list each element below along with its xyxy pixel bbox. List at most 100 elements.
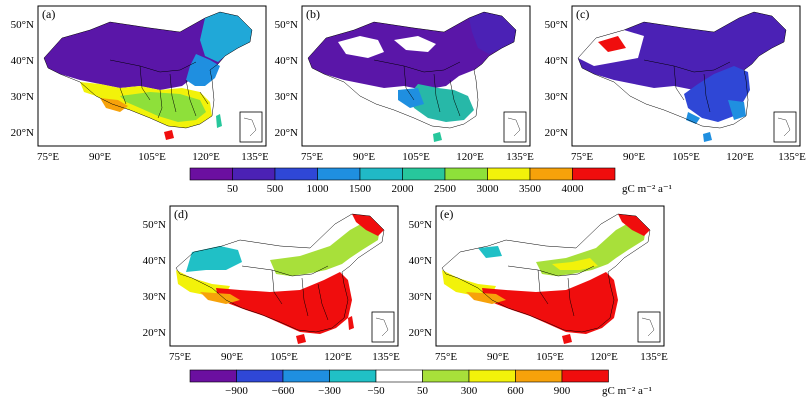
colorbar-top-svg: 50 500 1000 1500 2000 2500 3000 3500 4000 gC m⁻²… — [189, 167, 672, 195]
lat-tick-label: 30°N — [275, 91, 298, 103]
map-c: (c) 50°N 40°N 30°N 20°N 75°E 90°E 105°E … — [545, 5, 806, 163]
colorbar-tick-label: −50 — [367, 385, 385, 397]
lon-tick-label: 90°E — [89, 151, 111, 163]
colorbar-unit: gC m⁻² a⁻¹ — [602, 385, 652, 397]
colorbar-swatch — [572, 167, 616, 181]
map-d: (d) 50°N 40°N 30°N 20°N 75°E 90°E 105°E … — [143, 205, 400, 363]
lon-tick-label: 120°E — [726, 151, 754, 163]
map-panel-d: (d) 50°N 40°N 30°N 20°N 75°E 90°E 105°E … — [130, 200, 402, 370]
lon-tick-label: 120°E — [192, 151, 220, 163]
lon-tick-label: 90°E — [353, 151, 375, 163]
colorbar-swatch — [529, 167, 573, 181]
colorbar-tick-label: 3000 — [477, 183, 500, 195]
lon-tick-label: 105°E — [270, 351, 298, 363]
map-frame — [37, 5, 267, 147]
colorbar-swatch — [274, 167, 318, 181]
colorbar-tick-label: 4000 — [562, 183, 585, 195]
lon-tick-label: 90°E — [221, 351, 243, 363]
colorbar-swatch — [282, 369, 330, 383]
lat-tick-label: 50°N — [409, 219, 432, 231]
colorbar-unit: gC m⁻² a⁻¹ — [622, 183, 672, 195]
colorbar-bottom: −900 −600 −300 −50 50 300 600 900 gC m⁻² a⁻¹ — [180, 368, 700, 402]
colorbar-bottom-svg: −900 −600 −300 −50 50 300 600 900 gC m⁻² a⁻¹ — [189, 369, 652, 397]
lon-tick-label: 75°E — [169, 351, 191, 363]
colorbar-tick-label: −600 — [272, 385, 295, 397]
colorbar-swatch — [515, 369, 563, 383]
panel-label: (b) — [306, 7, 320, 21]
lon-tick-label: 75°E — [571, 151, 593, 163]
lat-tick-label: 50°N — [11, 19, 34, 31]
lon-tick-label: 75°E — [37, 151, 59, 163]
colorbar-tick-label: 2500 — [434, 183, 457, 195]
colorbar-swatch — [189, 167, 233, 181]
lon-tick-label: 105°E — [402, 151, 430, 163]
map-a: (a) 50°N 40°N 30°N 20°N 75°E 90°E 105°E … — [11, 5, 268, 163]
colorbar-tick-label: 600 — [507, 385, 524, 397]
colorbar-swatch — [317, 167, 361, 181]
lat-tick-label: 40°N — [275, 55, 298, 67]
map-panel-a: (a) 50°N 40°N 30°N 20°N 75°E 90°E 105°E … — [0, 0, 268, 168]
lon-tick-label: 120°E — [590, 351, 618, 363]
lat-tick-label: 30°N — [11, 91, 34, 103]
lat-tick-label: 40°N — [143, 255, 166, 267]
lat-tick-label: 20°N — [409, 327, 432, 339]
lat-tick-label: 50°N — [143, 219, 166, 231]
lon-tick-label: 105°E — [138, 151, 166, 163]
lon-tick-label: 90°E — [623, 151, 645, 163]
map-b: (b) 50°N 40°N 30°N 20°N 75°E 90°E 105°E … — [275, 5, 534, 163]
colorbar-swatch — [189, 369, 237, 383]
colorbar-tick-label: 1500 — [349, 183, 372, 195]
colorbar-tick-label: 500 — [267, 183, 284, 195]
lat-tick-label: 20°N — [545, 127, 568, 139]
lat-tick-label: 40°N — [11, 55, 34, 67]
colorbar-tick-label: 50 — [227, 183, 239, 195]
lon-tick-label: 75°E — [301, 151, 323, 163]
panel-label: (c) — [576, 7, 589, 21]
map-panel-e: (e) 50°N 40°N 30°N 20°N 75°E 90°E 105°E … — [402, 200, 674, 370]
lat-tick-label: 20°N — [11, 127, 34, 139]
colorbar-tick-label: −300 — [318, 385, 341, 397]
lat-tick-label: 20°N — [275, 127, 298, 139]
colorbar-tick-label: 900 — [554, 385, 571, 397]
colorbar-tick-label: 300 — [461, 385, 478, 397]
lat-tick-label: 50°N — [275, 19, 298, 31]
lat-tick-label: 40°N — [545, 55, 568, 67]
lon-tick-label: 135°E — [241, 151, 268, 163]
colorbar-swatch — [561, 369, 609, 383]
lat-tick-label: 40°N — [409, 255, 432, 267]
lon-tick-label: 135°E — [778, 151, 806, 163]
colorbar-swatch — [232, 167, 276, 181]
colorbar-tick-label: 2000 — [392, 183, 415, 195]
colorbar-swatch — [375, 369, 423, 383]
colorbar-tick-label: 3500 — [519, 183, 542, 195]
lat-tick-label: 30°N — [409, 291, 432, 303]
lon-tick-label: 135°E — [372, 351, 400, 363]
colorbar-swatch — [468, 369, 516, 383]
colorbar-tick-label: 50 — [417, 385, 429, 397]
colorbar-swatch — [236, 369, 284, 383]
lon-tick-label: 105°E — [672, 151, 700, 163]
colorbar-swatch — [402, 167, 446, 181]
lon-tick-label: 120°E — [456, 151, 484, 163]
colorbar-swatch — [422, 369, 470, 383]
panel-label: (d) — [174, 207, 188, 221]
lat-tick-label: 30°N — [545, 91, 568, 103]
colorbar-tick-label: 1000 — [307, 183, 330, 195]
colorbar-swatch — [444, 167, 488, 181]
lat-tick-label: 20°N — [143, 327, 166, 339]
colorbar-swatch — [329, 369, 377, 383]
colorbar-swatch — [487, 167, 531, 181]
lat-tick-label: 30°N — [143, 291, 166, 303]
panel-label: (e) — [440, 207, 453, 221]
map-e: (e) 50°N 40°N 30°N 20°N 75°E 90°E 105°E … — [409, 205, 668, 363]
lon-tick-label: 90°E — [487, 351, 509, 363]
lon-tick-label: 105°E — [536, 351, 564, 363]
map-panel-b: (b) 50°N 40°N 30°N 20°N 75°E 90°E 105°E … — [268, 0, 538, 168]
colorbar-tick-label: −900 — [225, 385, 248, 397]
colorbar-swatch — [359, 167, 403, 181]
lat-tick-label: 50°N — [545, 19, 568, 31]
panel-label: (a) — [42, 7, 55, 21]
lon-tick-label: 135°E — [640, 351, 668, 363]
lon-tick-label: 135°E — [506, 151, 534, 163]
lon-tick-label: 75°E — [435, 351, 457, 363]
